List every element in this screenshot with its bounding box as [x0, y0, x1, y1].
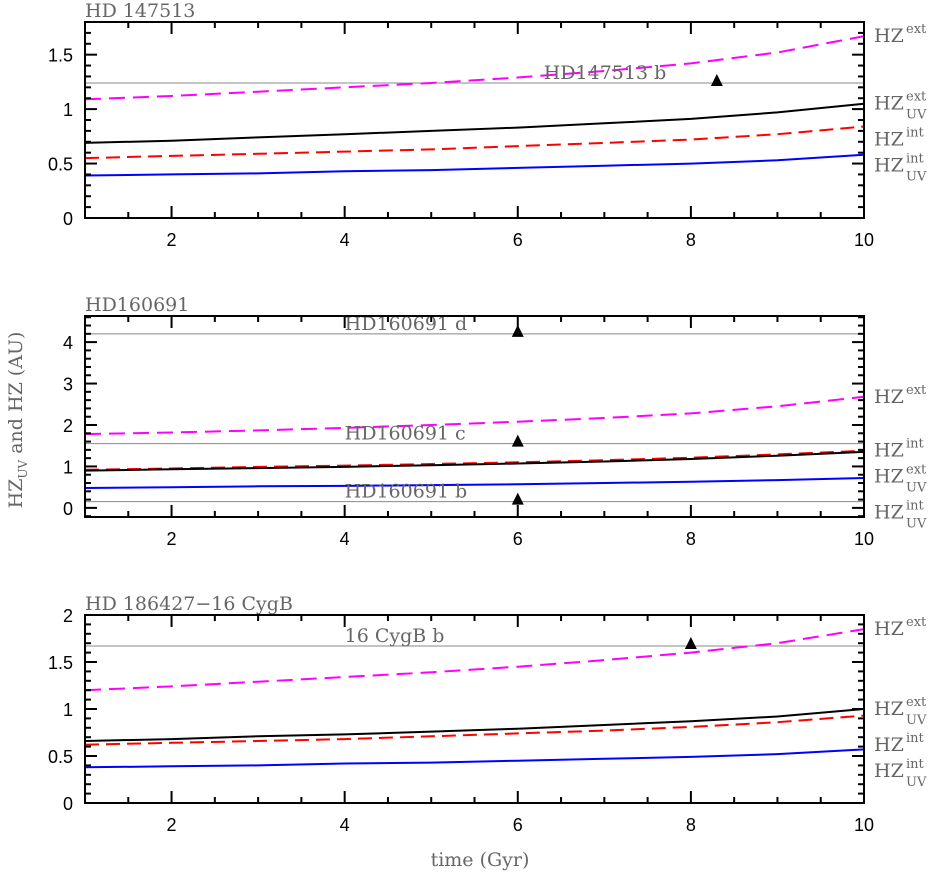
panel-2: HD160691 HD160691 d HD160691 c HD160691 b 2 4… — [63, 294, 927, 549]
series-line-hz-int — [84, 714, 865, 746]
x-tick-label: 6 — [513, 815, 523, 835]
series-label-sup: int — [906, 757, 925, 772]
y-tick-label: 0.5 — [48, 747, 73, 767]
planet-marker — [511, 324, 524, 337]
panel-title: HD 186427−16 CygB — [85, 593, 293, 615]
series-line-hz-ext — [84, 35, 865, 101]
series-label-sub: UV — [906, 108, 927, 123]
series-label-base: HZ — [874, 25, 904, 47]
series-label-base: HZ — [874, 502, 904, 524]
panel-3: HD 186427−16 CygB 16 CygB b 2 4 6 8 10 0 0.5 1 1.5… — [48, 593, 927, 835]
x-tick-label: 10 — [854, 815, 874, 835]
series-label-base: HZ — [874, 734, 904, 756]
x-tick-label: 10 — [854, 529, 874, 549]
series-line-hz-uv-int — [84, 748, 865, 769]
series-label-sup: ext — [906, 615, 927, 630]
planet-label: HD147513 b — [544, 62, 667, 84]
planet-marker — [511, 434, 524, 447]
series-line-hz-uv-int — [84, 477, 865, 489]
x-tick-label: 4 — [340, 230, 350, 250]
y-tick-label: 0 — [63, 499, 73, 519]
series-label-sub: UV — [906, 481, 927, 496]
x-tick-label: 2 — [167, 815, 177, 835]
series-label-sup: int — [906, 126, 925, 141]
x-tick-label: 8 — [686, 529, 696, 549]
series-label-sub: UV — [906, 775, 927, 790]
x-tick-label: 4 — [340, 529, 350, 549]
y-tick-label: 0 — [63, 794, 73, 814]
series-label-sup: ext — [906, 90, 927, 105]
series-label-base: HZ — [874, 93, 904, 115]
y-tick-label: 2 — [63, 606, 73, 626]
series-label-base: HZ — [874, 618, 904, 640]
plot-frame — [84, 614, 865, 804]
series-label-sup: ext — [906, 463, 927, 478]
y-tick-label: 1 — [63, 457, 73, 477]
series-line-hz-uv-ext — [84, 450, 865, 472]
x-axis-label: time (Gyr) — [431, 849, 530, 871]
y-axis-label: HZUV and HZ (AU) — [5, 332, 30, 509]
x-tick-label: 8 — [686, 815, 696, 835]
x-tick-label: 4 — [340, 815, 350, 835]
x-tick-label: 6 — [513, 529, 523, 549]
x-tick-label: 6 — [513, 230, 523, 250]
series-line-hz-int — [84, 449, 865, 471]
x-tick-label: 2 — [167, 529, 177, 549]
y-tick-label: 3 — [63, 375, 73, 395]
series-label-base: HZ — [874, 155, 904, 177]
series-line-hz-uv-int — [84, 153, 865, 177]
series-label-sup: ext — [906, 695, 927, 710]
planet-label: 16 CygB b — [345, 625, 445, 647]
planet-marker — [710, 73, 723, 86]
series-line-hz-uv-ext — [84, 102, 865, 144]
series-label-base: HZ — [874, 386, 904, 408]
planet-label: HD160691 c — [345, 423, 466, 445]
series-label-sup: int — [906, 152, 925, 167]
x-tick-label: 8 — [686, 230, 696, 250]
series-label-base: HZ — [874, 698, 904, 720]
planet-marker — [684, 637, 697, 650]
series-line-hz-int — [84, 125, 865, 160]
planet-marker — [511, 492, 524, 505]
planet-label: HD160691 b — [345, 481, 468, 503]
series-label-sup: ext — [906, 22, 927, 37]
series-label-base: HZ — [874, 440, 904, 462]
series-label-base: HZ — [874, 129, 904, 151]
panel-title: HD160691 — [85, 294, 189, 316]
series-label-sub: UV — [906, 517, 927, 532]
series-line-hz-uv-ext — [84, 708, 865, 742]
series-label-sup: int — [906, 499, 925, 514]
planet-label: HD160691 d — [345, 313, 468, 335]
series-label-sub: UV — [906, 713, 927, 728]
y-axis-label-sub: UV — [16, 459, 30, 478]
panel-title: HD 147513 — [85, 0, 195, 22]
y-tick-label: 1 — [63, 700, 73, 720]
y-tick-label: 1.5 — [48, 46, 73, 66]
series-label-base: HZ — [874, 760, 904, 782]
series-label-sup: ext — [906, 383, 927, 398]
y-tick-label: 1 — [63, 100, 73, 120]
series-line-hz-ext — [84, 628, 865, 692]
series-line-hz-ext — [84, 395, 865, 436]
y-tick-label: 2 — [63, 416, 73, 436]
y-axis-label-base: HZ — [5, 479, 27, 509]
y-tick-label: 0 — [63, 209, 73, 229]
y-tick-label: 0.5 — [48, 155, 73, 175]
series-label-sub: UV — [906, 170, 927, 185]
x-tick-label: 10 — [854, 230, 874, 250]
x-tick-label: 2 — [167, 230, 177, 250]
y-tick-label: 4 — [63, 333, 73, 353]
y-tick-label: 1.5 — [48, 653, 73, 673]
series-label-sup: int — [906, 437, 925, 452]
series-label-sup: int — [906, 731, 925, 746]
y-axis-label-rest: and HZ (AU) — [5, 332, 27, 460]
plot-frame — [84, 21, 865, 219]
series-label-base: HZ — [874, 466, 904, 488]
